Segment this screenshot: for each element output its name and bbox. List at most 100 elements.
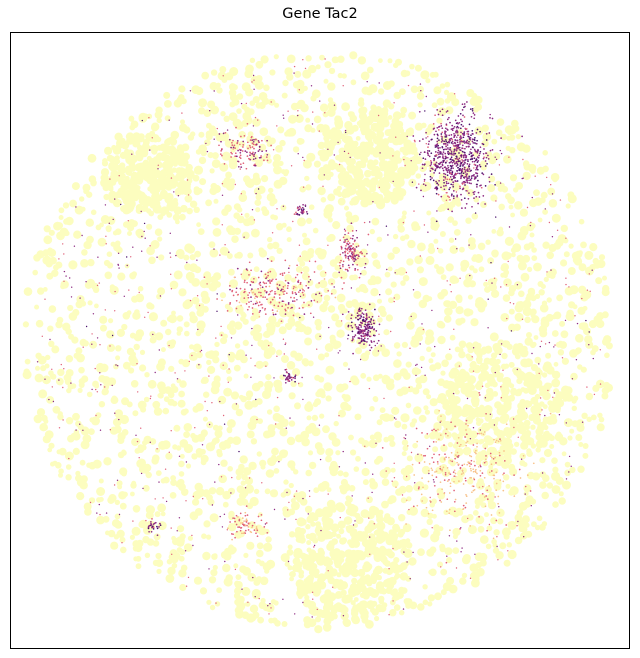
scatter-point	[565, 277, 567, 279]
tissue-point	[447, 458, 454, 465]
tissue-point	[244, 476, 254, 486]
tissue-point	[183, 254, 190, 261]
tissue-point	[325, 174, 332, 181]
tissue-point	[176, 315, 184, 322]
tissue-point	[471, 92, 478, 99]
tissue-point	[148, 312, 158, 322]
tissue-point	[455, 306, 464, 315]
tissue-point	[71, 182, 80, 191]
tissue-point	[404, 70, 411, 77]
scatter-point	[437, 193, 440, 196]
tissue-point	[280, 450, 286, 457]
scatter-point	[431, 309, 433, 312]
scatter-point	[576, 322, 579, 325]
scatter-point	[451, 171, 454, 174]
scatter-point	[452, 167, 454, 170]
scatter-point	[111, 384, 113, 387]
scatter-point	[271, 232, 274, 234]
scatter-point	[440, 566, 442, 568]
scatter-point	[470, 134, 472, 137]
tissue-point	[472, 341, 480, 349]
tissue-point	[436, 139, 442, 145]
tissue-point	[178, 460, 185, 468]
tissue-point	[444, 547, 453, 556]
scatter-point	[462, 180, 465, 183]
tissue-point	[431, 102, 438, 109]
scatter-point	[428, 472, 430, 475]
scatter-point	[251, 327, 253, 330]
tissue-point	[211, 152, 219, 160]
scatter-point	[427, 136, 429, 138]
tissue-point	[417, 548, 425, 556]
scatter-point	[199, 351, 201, 353]
scatter-point	[234, 183, 236, 186]
scatter-point	[70, 382, 72, 384]
scatter-point	[445, 111, 448, 113]
tissue-point	[241, 231, 250, 240]
tissue-point	[286, 73, 294, 81]
scatter-point	[231, 476, 233, 479]
tissue-point	[65, 216, 74, 226]
tissue-point	[178, 471, 185, 477]
tissue-point	[341, 102, 350, 112]
scatter-point	[491, 282, 493, 284]
tissue-layer	[22, 51, 614, 634]
scatter-point	[58, 258, 60, 260]
scatter-point	[451, 138, 454, 141]
scatter-point	[255, 192, 257, 195]
scatter-point	[473, 197, 475, 199]
tissue-point	[249, 215, 255, 221]
tissue-point	[561, 357, 570, 365]
tissue-point	[368, 439, 378, 449]
scatter-point	[494, 371, 496, 374]
scatter-point	[60, 363, 62, 366]
tissue-point	[355, 413, 362, 420]
scatter-point	[136, 440, 139, 443]
tissue-point	[351, 616, 360, 625]
tissue-point	[321, 510, 327, 517]
scatter-point	[453, 328, 455, 330]
tissue-point	[247, 573, 256, 582]
tissue-point	[471, 255, 478, 262]
scatter-point	[446, 160, 448, 162]
scatter-point	[442, 143, 445, 145]
tissue-point	[420, 164, 427, 172]
tissue-point	[447, 216, 455, 223]
scatter-point	[465, 169, 467, 171]
scatter-point	[283, 117, 285, 119]
tissue-point	[483, 394, 491, 402]
scatter-point	[316, 348, 318, 350]
scatter-point	[516, 284, 519, 286]
tissue-point	[236, 497, 245, 506]
scatter-point	[185, 585, 188, 587]
tissue-point	[511, 119, 519, 128]
scatter-point	[449, 152, 452, 155]
tissue-point	[227, 487, 236, 495]
scatter-point	[205, 142, 207, 145]
scatter-point	[432, 179, 435, 182]
tissue-point	[286, 436, 296, 446]
scatter-point	[437, 247, 439, 250]
scatter-point	[269, 603, 271, 605]
tissue-point	[569, 349, 578, 358]
tissue-point	[221, 208, 229, 216]
tissue-point	[476, 380, 484, 387]
tissue-point	[228, 355, 235, 363]
scatter-point	[442, 151, 445, 153]
scatter-point	[137, 391, 139, 393]
tissue-point	[322, 623, 332, 632]
tissue-point	[385, 288, 393, 296]
tissue-point	[512, 367, 518, 373]
tissue-point	[540, 319, 550, 328]
tissue-point	[329, 259, 338, 267]
tissue-point	[219, 441, 228, 450]
scatter-point	[486, 162, 488, 165]
scatter-point	[419, 343, 421, 345]
tissue-point	[434, 264, 439, 269]
tissue-point	[353, 466, 360, 472]
scatter-point	[445, 148, 448, 151]
tissue-point	[127, 224, 135, 232]
tissue-point	[88, 497, 96, 504]
scatter-point	[313, 544, 316, 547]
tissue-point	[210, 182, 218, 190]
